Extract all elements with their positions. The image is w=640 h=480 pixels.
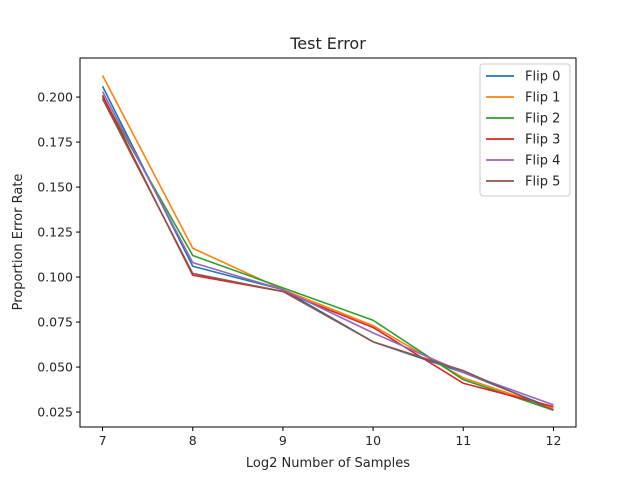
x-axis-label: Log2 Number of Samples: [246, 456, 410, 471]
legend-label: Flip 0: [525, 70, 560, 85]
legend: Flip 0 Flip 1 Flip 2 Flip 3 Flip 4 Flip 5: [479, 63, 571, 197]
y-axis-label: Proportion Error Rate: [11, 174, 26, 311]
y-tick-label: 0.025: [37, 405, 73, 420]
y-tick-label: 0.175: [37, 135, 73, 150]
x-axis: 7 8 9 10 11 12: [99, 427, 562, 448]
x-tick-label: 8: [189, 433, 197, 448]
y-tick-label: 0.150: [37, 180, 73, 195]
series-line-flip-2: [101, 96, 554, 412]
legend-label: Flip 2: [525, 112, 560, 127]
axes-frame: [79, 57, 577, 428]
y-tick-label: 0.200: [37, 90, 73, 105]
legend-label: Flip 4: [525, 154, 560, 169]
y-tick-label: 0.100: [37, 270, 73, 285]
chart-title: Test Error: [289, 34, 366, 53]
x-tick-label: 10: [365, 433, 381, 448]
x-tick-label: 12: [546, 433, 562, 448]
y-tick-label: 0.125: [37, 225, 73, 240]
legend-label: Flip 5: [525, 175, 560, 190]
x-tick-label: 9: [279, 433, 287, 448]
legend-label: Flip 1: [525, 91, 560, 106]
y-tick-label: 0.075: [37, 315, 73, 330]
series-line-flip-5: [101, 98, 554, 411]
y-tick-label: 0.050: [37, 360, 73, 375]
plot-area: [101, 75, 554, 412]
x-tick-label: 7: [99, 433, 107, 448]
legend-label: Flip 3: [525, 133, 560, 148]
series-line-flip-1: [101, 75, 554, 410]
y-axis: 0.025 0.050 0.075 0.100 0.125 0.150 0.175 0.200: [37, 90, 80, 420]
x-tick-label: 11: [455, 433, 471, 448]
